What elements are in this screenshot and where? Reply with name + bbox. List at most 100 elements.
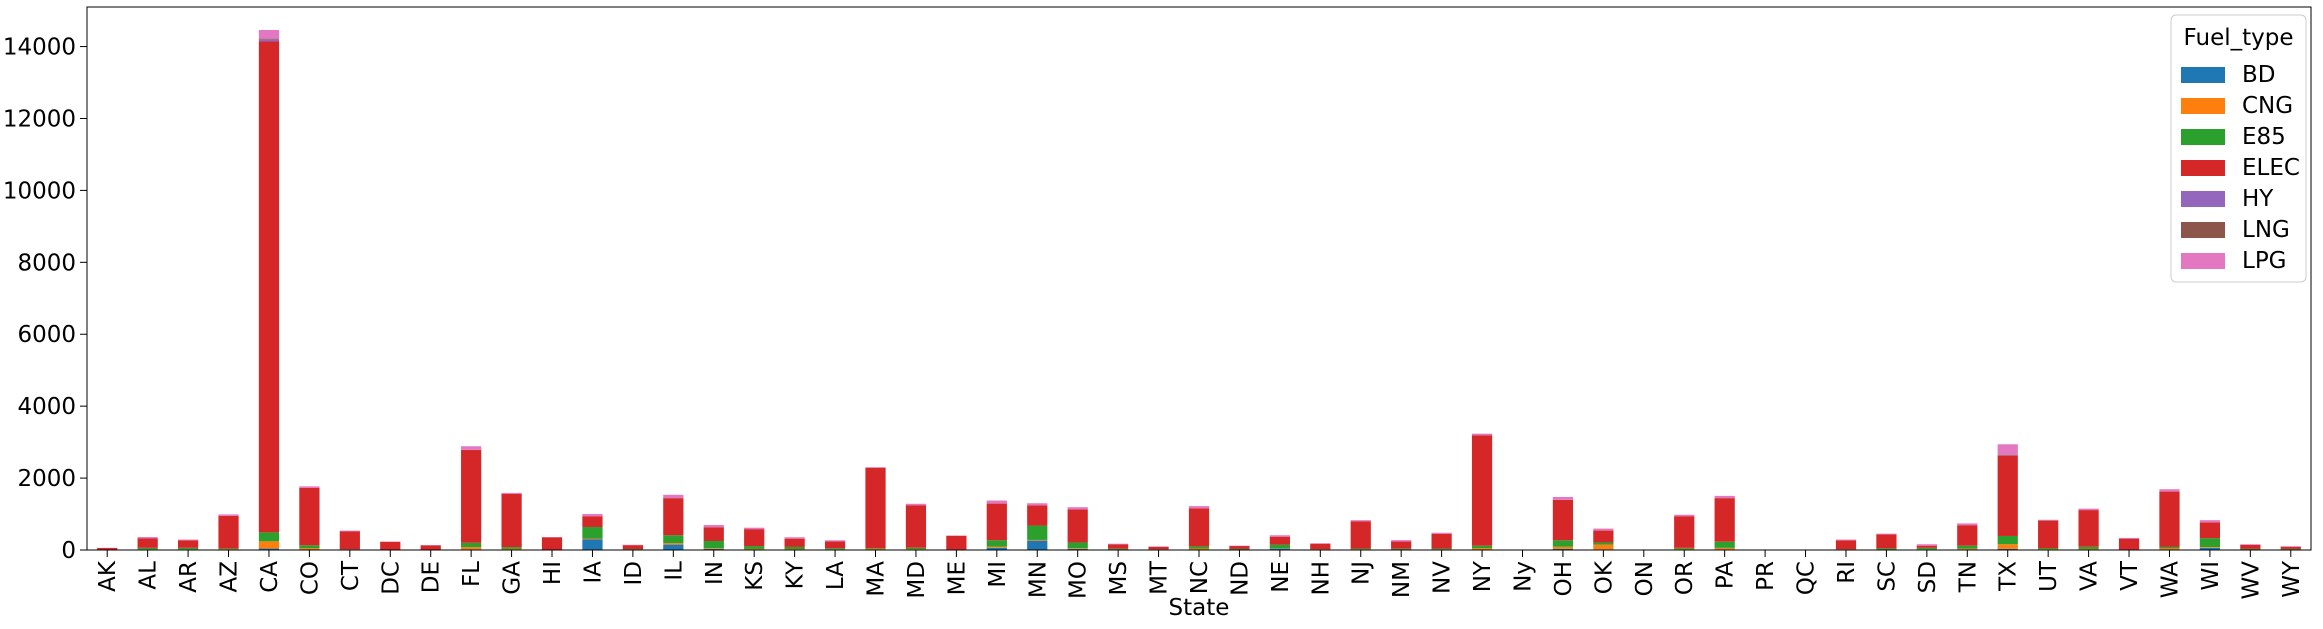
- x-tick-label: AL: [136, 561, 162, 590]
- bar-GA-lpg: [501, 493, 521, 494]
- bar-MN-bd: [1027, 541, 1047, 550]
- bar-NH-lpg: [1310, 543, 1330, 544]
- bar-CO-e85: [299, 545, 319, 548]
- bar-MN-cng: [1027, 540, 1047, 541]
- x-axis-label: State: [1169, 595, 1230, 621]
- x-tick-label: ID: [621, 561, 647, 586]
- bar-CA-hy: [259, 39, 279, 41]
- bar-TX-lng: [1998, 455, 2018, 456]
- bar-WV-lpg: [2240, 544, 2260, 545]
- bar-NY-cng: [1472, 548, 1492, 549]
- y-tick-label: 12000: [3, 106, 76, 132]
- bar-MN-elec: [1027, 505, 1047, 525]
- bar-KY-lpg: [785, 537, 805, 538]
- bar-NJ-e85: [1351, 549, 1371, 550]
- bar-IL-lpg: [663, 495, 683, 498]
- x-tick-label: MD: [904, 561, 930, 599]
- bars-layer: [97, 30, 2301, 550]
- bar-WI-elec: [2200, 522, 2220, 538]
- bar-IN-e85: [704, 541, 724, 548]
- bar-LA-lpg: [825, 540, 845, 541]
- bar-OK-lpg: [1593, 529, 1613, 531]
- bar-MT-elec: [1148, 547, 1168, 550]
- x-tick-label: DC: [378, 561, 404, 595]
- bar-IL-bd: [663, 545, 683, 550]
- bar-AR-lpg: [178, 540, 198, 541]
- bar-VT-lpg: [2119, 538, 2139, 539]
- legend-swatch-lng: [2181, 222, 2225, 238]
- bar-FL-lpg: [461, 446, 481, 450]
- bar-OK-e85: [1593, 542, 1613, 544]
- y-tick-label: 4000: [17, 394, 76, 420]
- x-tick-label: HI: [540, 561, 566, 585]
- y-tick-label: 6000: [17, 322, 76, 348]
- bar-OH-cng: [1553, 547, 1573, 549]
- bar-VA-lpg: [2078, 509, 2098, 510]
- bar-MA-elec: [865, 468, 885, 548]
- x-tick-label: AK: [95, 560, 121, 592]
- x-tick-label: MN: [1025, 561, 1051, 598]
- bar-NY-e85: [1472, 546, 1492, 549]
- bar-CA-cng: [259, 541, 279, 548]
- bar-OR-elec: [1674, 516, 1694, 548]
- bar-CA-e85: [259, 532, 279, 541]
- bar-KS-elec: [744, 529, 764, 546]
- x-tick-label: FL: [459, 561, 485, 587]
- bar-IL-elec: [663, 498, 683, 535]
- bar-MS-e85: [1108, 549, 1128, 550]
- bar-SD-e85: [1917, 548, 1937, 549]
- x-tick-label: KY: [783, 560, 809, 589]
- x-tick-label: OH: [1551, 561, 1577, 596]
- bar-FL-elec: [461, 450, 481, 543]
- bar-ND-elec: [1229, 546, 1249, 549]
- bar-UT-lpg: [2038, 520, 2058, 521]
- bar-WI-lpg: [2200, 520, 2220, 522]
- x-tick-label: QC: [1794, 561, 1820, 595]
- bar-NC-lpg: [1189, 506, 1209, 508]
- bar-UT-e85: [2038, 548, 2058, 549]
- x-tick-label: WY: [2279, 560, 2305, 598]
- x-tick-label: CA: [257, 561, 283, 593]
- bar-FL-cng: [461, 547, 481, 549]
- legend-label-elec: ELEC: [2242, 155, 2300, 181]
- x-tick-label: MS: [1106, 561, 1132, 595]
- bar-VA-e85: [2078, 547, 2098, 549]
- bar-MO-elec: [1068, 509, 1088, 542]
- x-tick-label: VT: [2117, 560, 2143, 591]
- x-tick-label: OR: [1672, 561, 1698, 595]
- bar-OK-cng: [1593, 545, 1613, 550]
- legend-swatch-elec: [2181, 160, 2225, 176]
- bar-WI-cng: [2200, 547, 2220, 548]
- bar-IA-lpg: [582, 514, 602, 516]
- bar-RI-elec: [1836, 540, 1856, 549]
- bar-AZ-e85: [218, 548, 238, 549]
- x-tick-label: AZ: [217, 561, 243, 593]
- legend-swatch-e85: [2181, 129, 2225, 145]
- bar-OK-elec: [1593, 531, 1613, 543]
- bar-NM-elec: [1391, 542, 1411, 549]
- x-tick-label: KS: [742, 561, 768, 591]
- bar-KS-lpg: [744, 528, 764, 529]
- bar-MI-e85: [987, 540, 1007, 546]
- bar-IN-lpg: [704, 525, 724, 527]
- bar-CA-lpg: [259, 30, 279, 39]
- bar-IA-e85: [582, 527, 602, 539]
- bar-PA-e85: [1715, 542, 1735, 548]
- bar-NC-elec: [1189, 508, 1209, 546]
- legend-label-e85: E85: [2242, 124, 2286, 150]
- bar-WA-e85: [2159, 547, 2179, 548]
- x-tick-label: IA: [580, 561, 606, 584]
- bar-NC-e85: [1189, 546, 1209, 548]
- x-tick-label: IL: [661, 561, 687, 581]
- x-tick-label: MA: [864, 561, 890, 597]
- legend-swatch-bd: [2181, 67, 2225, 83]
- bar-OR-lpg: [1674, 515, 1694, 516]
- bar-TN-e85: [1957, 546, 1977, 549]
- bar-OH-elec: [1553, 500, 1573, 540]
- bar-TN-cng: [1957, 549, 1977, 550]
- bar-IL-e85: [663, 535, 683, 543]
- x-tick-label: MI: [985, 561, 1011, 588]
- bar-NH-elec: [1310, 544, 1330, 549]
